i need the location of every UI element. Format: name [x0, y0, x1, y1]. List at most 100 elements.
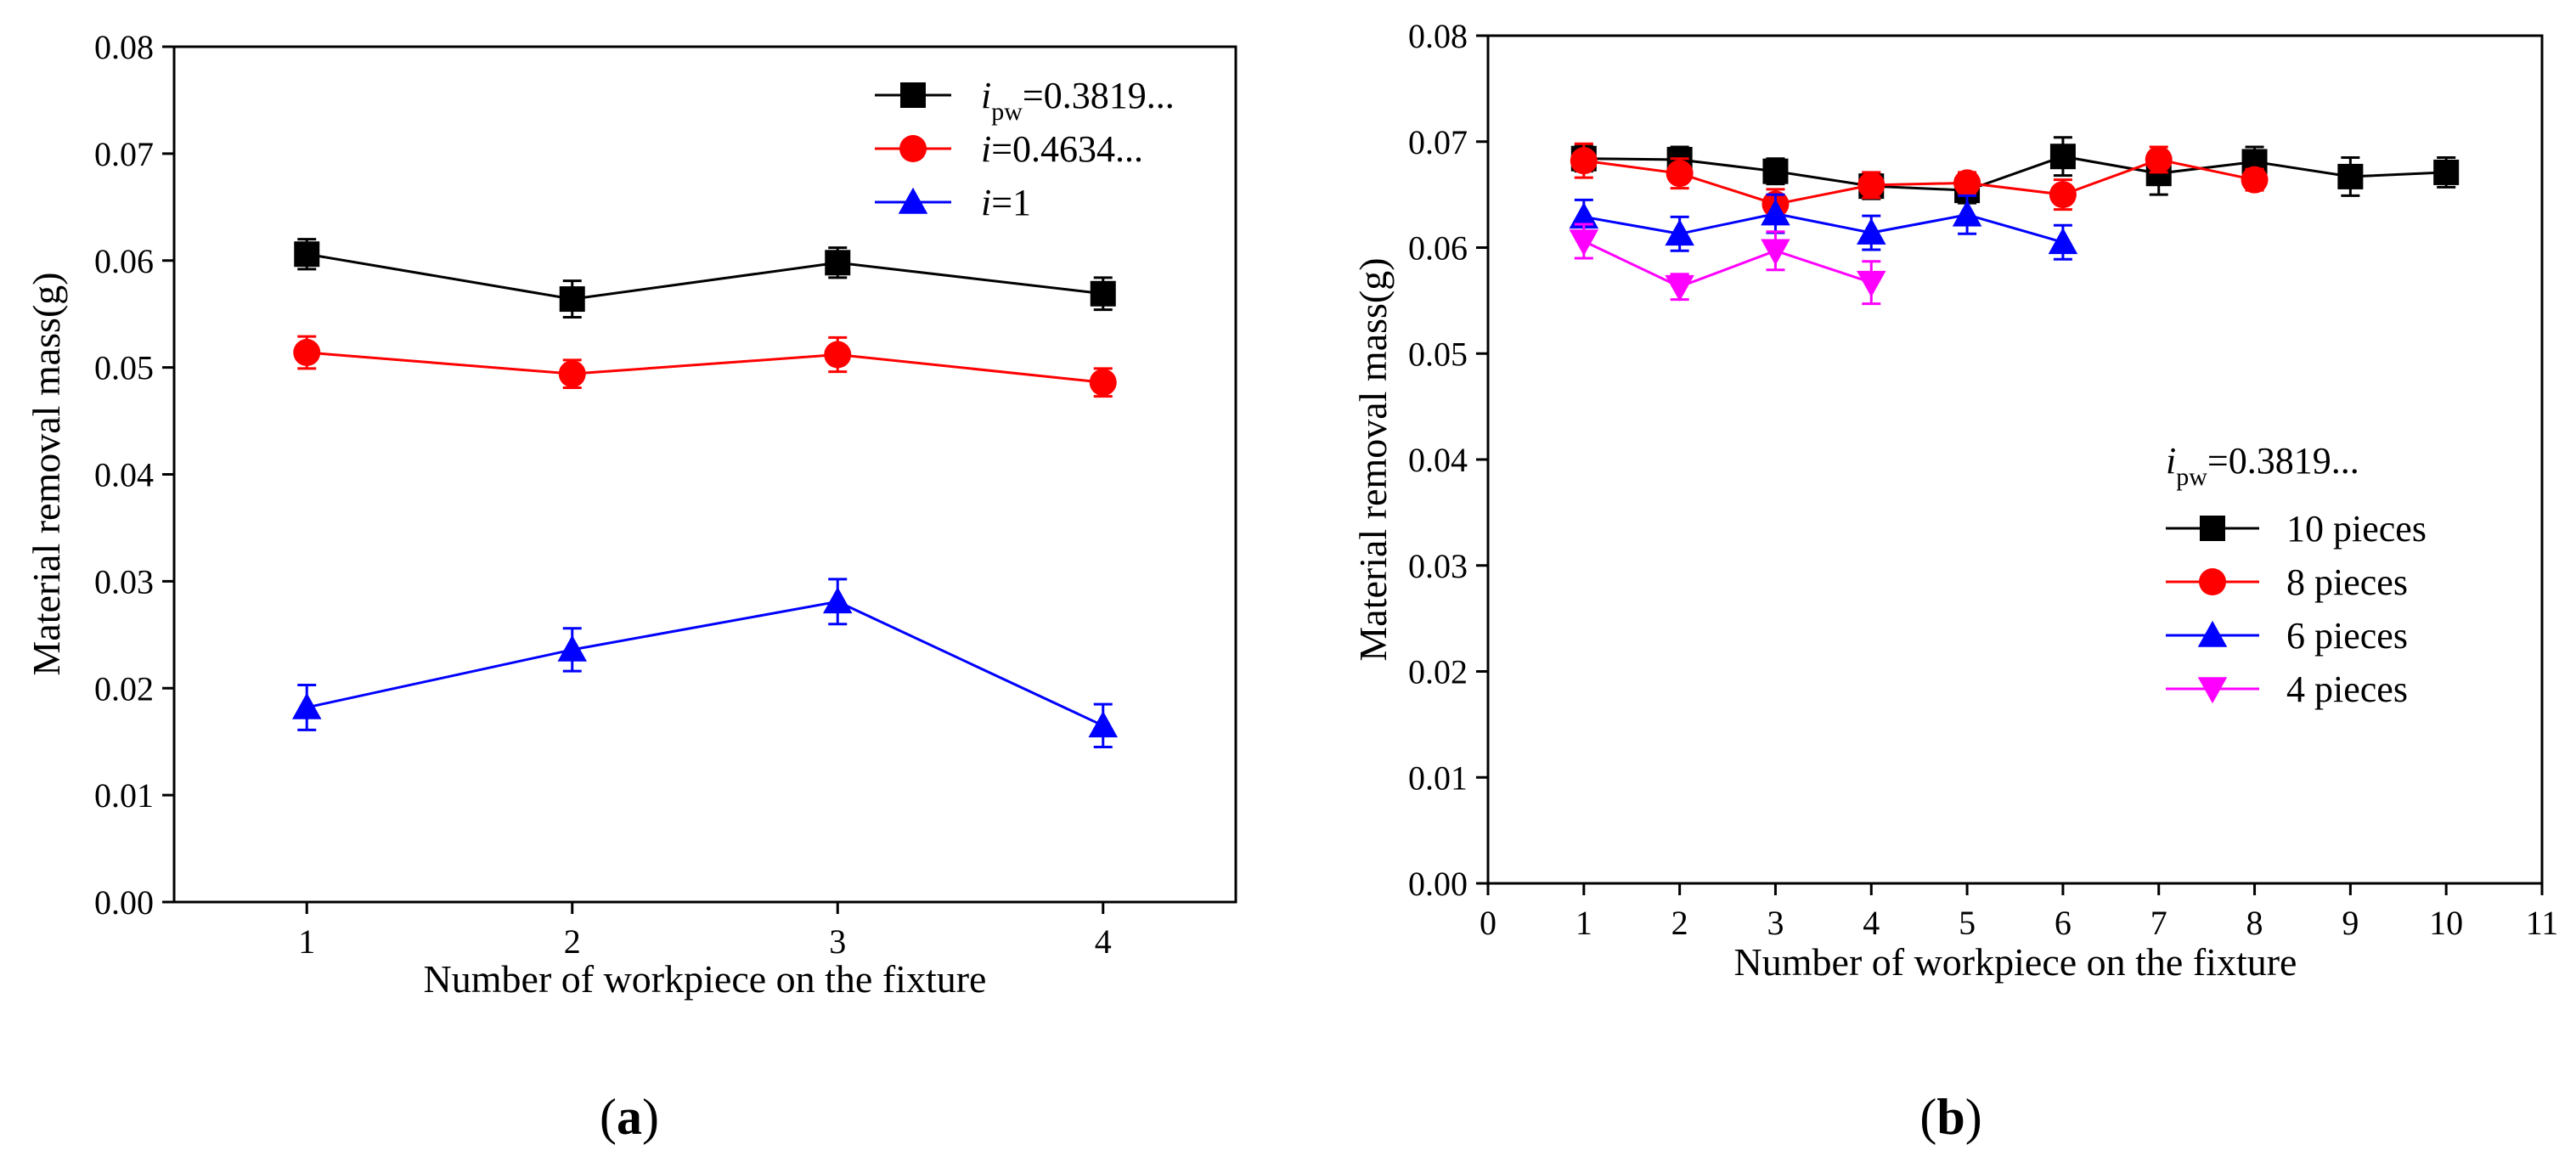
chart-panel-b: 0.00 0.01 0.02 0.03 0.04 0.05 0.06 0.07 0.08 0 1 2 3…	[1351, 17, 2558, 1145]
series-line	[1583, 212, 2064, 244]
y-tick-label: 0.04	[94, 456, 154, 494]
data-point	[292, 692, 322, 719]
series-line	[306, 600, 1104, 727]
data-point	[1088, 711, 1118, 738]
y-tick-label: 0.03	[1408, 547, 1468, 585]
legend-label: 10 pieces	[2286, 508, 2427, 550]
x-tick-label: 8	[2246, 904, 2263, 942]
x-tick-label: 1	[298, 922, 315, 961]
x-tick-label: 5	[1959, 904, 1976, 942]
series-line	[1583, 155, 2447, 192]
series-1	[1570, 142, 2269, 221]
series-3	[1569, 223, 1886, 306]
series-line	[306, 252, 1103, 301]
y-tick-label: 0.02	[1408, 653, 1468, 691]
data-point	[823, 587, 853, 614]
data-point	[1857, 270, 1886, 297]
data-point	[1569, 202, 1599, 229]
legend-label: 6 pieces	[2286, 615, 2408, 657]
data-point	[2433, 159, 2460, 185]
series-2	[292, 578, 1118, 748]
x-tick-label: 6	[2055, 904, 2072, 942]
y-tick-label: 0.07	[1408, 123, 1468, 161]
data-point	[2048, 228, 2078, 255]
series-line	[1583, 158, 2255, 206]
plot-frame	[172, 45, 1237, 904]
x-tick-label: 9	[2342, 904, 2359, 942]
data-point	[294, 241, 320, 268]
data-point	[2049, 144, 2076, 170]
x-axis-title: Number of workpiece on the fixture	[1734, 940, 2297, 984]
y-tick-label: 0.05	[1408, 335, 1468, 373]
data-point	[1666, 160, 1694, 188]
data-point	[2049, 181, 2077, 209]
data-point	[293, 339, 321, 367]
data-point	[825, 250, 851, 276]
legend-label: 8 pieces	[2286, 561, 2408, 603]
y-tick-label: 0.08	[1408, 17, 1468, 55]
y-tick-label: 0.08	[94, 28, 154, 66]
data-point	[1952, 200, 1982, 227]
series-1	[293, 335, 1117, 398]
data-point	[1570, 147, 1598, 175]
legend: ipw=0.3819...i=0.4634... i=1	[875, 75, 1175, 223]
data-point	[2145, 145, 2173, 173]
data-point	[1761, 199, 1790, 226]
legend-marker	[2199, 568, 2226, 595]
y-tick-label: 0.04	[1408, 441, 1468, 479]
data-point	[558, 360, 586, 388]
y-tick-label: 0.02	[94, 669, 154, 708]
data-point	[1665, 219, 1694, 246]
data-point	[2241, 166, 2269, 194]
data-point	[1953, 169, 1981, 197]
legend-title: ipw=0.3819...	[2166, 440, 2359, 491]
x-tick-label: 7	[2150, 904, 2167, 942]
x-tick-label: 2	[564, 922, 581, 961]
x-tick-label: 3	[829, 922, 846, 961]
x-tick-label: 2	[1671, 904, 1688, 942]
data-point	[1089, 369, 1117, 397]
x-tick-label: 3	[1767, 904, 1784, 942]
y-tick-label: 0.06	[94, 242, 154, 280]
x-tick-label: 0	[1480, 904, 1497, 942]
series-line	[1583, 240, 1872, 289]
y-tick-label: 0.01	[94, 776, 154, 815]
y-tick-label: 0.00	[1408, 865, 1468, 903]
data-point	[1857, 217, 1886, 245]
legend-marker	[899, 135, 927, 162]
legend-marker	[898, 187, 928, 214]
legend-label: i=0.4634...	[981, 128, 1143, 170]
series-2	[1569, 193, 2078, 261]
y-tick-label: 0.01	[1408, 758, 1468, 797]
y-tick-label: 0.06	[1408, 229, 1468, 268]
legend-marker	[2197, 677, 2228, 704]
x-tick-label: 10	[2429, 904, 2463, 942]
legend-marker	[2200, 516, 2225, 541]
x-axis-title: Number of workpiece on the fixture	[424, 957, 987, 1001]
legend-label: 4 pieces	[2286, 668, 2408, 710]
data-point	[1761, 239, 1790, 266]
y-tick-label: 0.00	[94, 883, 154, 922]
legend: ipw=0.3819... 10 pieces 8 pieces 6 pieces 4 …	[2166, 440, 2427, 710]
x-tick-label: 4	[1095, 922, 1112, 961]
series-line	[307, 351, 1103, 384]
y-axis-title: Material removal mass(g)	[1351, 257, 1395, 661]
data-point	[557, 634, 587, 662]
data-point	[1762, 158, 1789, 184]
panel-label: (a)	[600, 1089, 659, 1145]
data-point	[824, 341, 852, 369]
y-tick-label: 0.03	[94, 562, 154, 601]
legend-marker	[900, 82, 926, 108]
data-point	[1857, 171, 1885, 199]
y-axis-title: Material removal mass(g)	[25, 272, 68, 675]
y-tick-label: 0.05	[94, 349, 154, 387]
series-0	[1570, 136, 2460, 205]
data-point	[1569, 229, 1599, 257]
x-tick-label: 1	[1575, 904, 1592, 942]
legend-label: i=1	[981, 182, 1031, 223]
y-tick-label: 0.07	[94, 135, 154, 173]
x-tick-label: 4	[1863, 904, 1880, 942]
x-tick-label: 11	[2526, 904, 2559, 942]
panel-label: (b)	[1919, 1089, 1981, 1145]
